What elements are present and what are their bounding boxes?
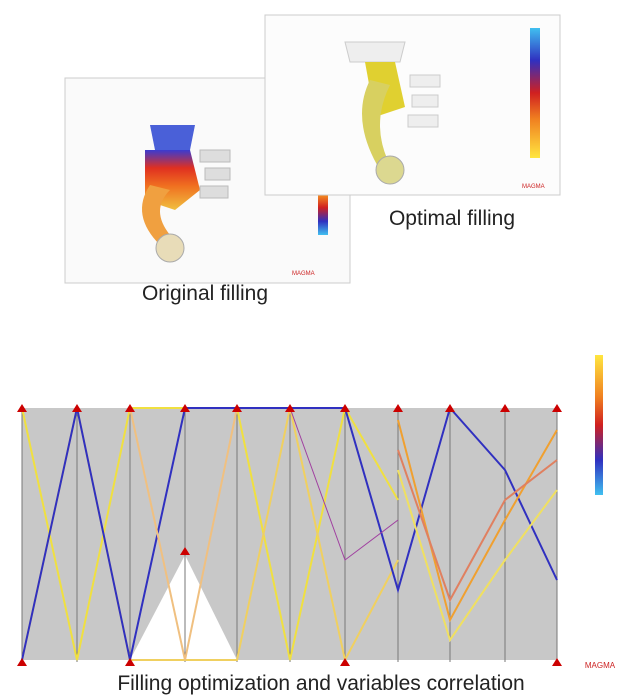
caption-original: Original filling — [142, 282, 268, 305]
svg-text:MAGMA: MAGMA — [522, 184, 545, 190]
svg-text:MAGMA: MAGMA — [292, 271, 315, 277]
svg-text:MAGMA: MAGMA — [585, 661, 616, 670]
parallel-plot: MAGMA — [17, 355, 616, 670]
caption-bottom: Filling optimization and variables corre… — [117, 672, 524, 695]
caption-optimal: Optimal filling — [389, 207, 515, 230]
optimal-screenshot: MAGMA — [264, 14, 561, 196]
